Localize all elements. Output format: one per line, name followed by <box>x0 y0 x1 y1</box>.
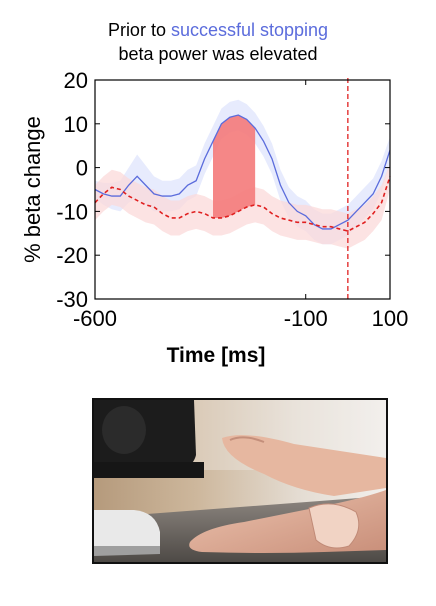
y-tick-label: -10 <box>56 199 88 224</box>
x-tick-label: -600 <box>73 306 117 331</box>
x-axis-label: Time [ms] <box>167 344 266 367</box>
chart-title-line-1: Prior to successful stopping <box>0 20 436 41</box>
y-tick-label: 0 <box>76 156 88 181</box>
x-tick-label: 100 <box>372 306 409 331</box>
y-tick-label: 20 <box>64 68 88 93</box>
y-tick-label: -20 <box>56 243 88 268</box>
plot-frame <box>94 79 391 300</box>
series-2-line <box>94 176 391 232</box>
significant-difference-region <box>213 115 256 218</box>
y-tick-label: -30 <box>56 287 88 312</box>
chart-title-line-2: beta power was elevated <box>118 44 318 64</box>
title-highlight: successful stopping <box>170 20 329 40</box>
series-lines <box>94 114 391 232</box>
highlight-region-group <box>213 115 256 218</box>
finger-on-button-photo <box>92 398 388 564</box>
title-prefix: Prior to <box>107 20 171 40</box>
y-axis-label: % beta change <box>20 116 45 263</box>
hand-pressing-button-image <box>94 400 386 562</box>
y-tick-label: 10 <box>64 112 88 137</box>
x-tick-label: -100 <box>284 306 328 331</box>
series-1-line <box>94 114 391 230</box>
